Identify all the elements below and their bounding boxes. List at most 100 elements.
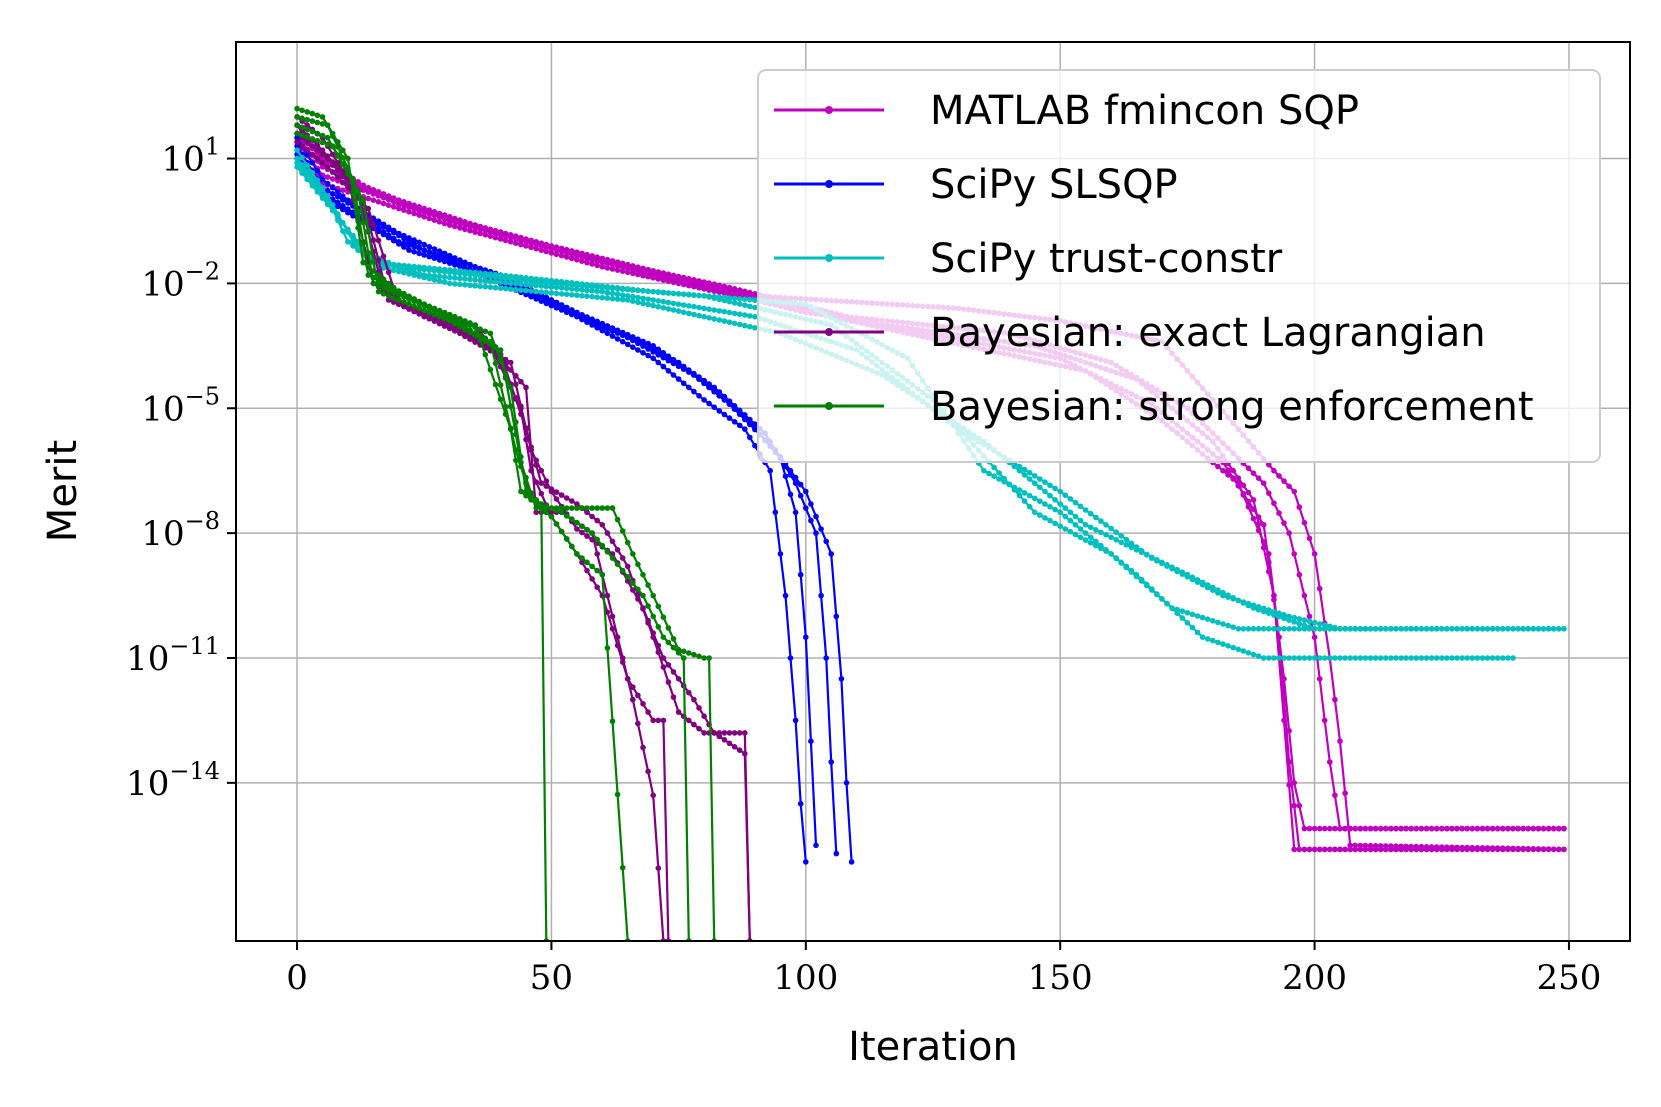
data-point bbox=[467, 282, 473, 289]
data-point bbox=[1103, 532, 1109, 538]
data-point bbox=[1143, 582, 1150, 589]
data-point bbox=[446, 269, 453, 276]
data-point bbox=[655, 269, 662, 275]
data-point bbox=[1418, 846, 1425, 853]
data-point bbox=[1347, 825, 1353, 832]
data-point bbox=[1138, 549, 1145, 556]
data-point bbox=[502, 275, 509, 282]
data-point bbox=[497, 347, 504, 353]
data-point bbox=[436, 278, 443, 284]
data-point bbox=[726, 284, 733, 291]
data-point bbox=[589, 261, 595, 267]
data-point bbox=[624, 574, 631, 580]
data-point bbox=[1266, 610, 1272, 616]
data-point bbox=[1286, 782, 1292, 788]
data-point bbox=[436, 257, 443, 263]
data-point bbox=[548, 284, 555, 290]
data-point bbox=[355, 208, 361, 215]
data-point bbox=[1210, 584, 1216, 591]
data-point bbox=[497, 275, 504, 281]
data-point bbox=[1393, 846, 1399, 853]
data-point bbox=[747, 421, 753, 428]
data-point bbox=[319, 164, 326, 170]
data-point bbox=[1077, 534, 1084, 541]
data-point bbox=[563, 513, 570, 519]
data-point bbox=[396, 241, 402, 247]
data-point bbox=[619, 528, 626, 534]
data-point bbox=[1266, 551, 1272, 557]
data-point bbox=[1255, 607, 1262, 613]
data-point bbox=[1266, 655, 1272, 661]
data-point bbox=[680, 302, 687, 308]
data-point bbox=[507, 359, 514, 366]
data-point bbox=[416, 273, 423, 280]
data-point bbox=[1093, 527, 1099, 533]
data-point bbox=[711, 281, 717, 288]
data-point bbox=[360, 187, 367, 193]
data-point bbox=[523, 384, 529, 391]
data-point bbox=[742, 750, 748, 757]
data-point bbox=[340, 173, 346, 180]
data-point bbox=[1260, 608, 1267, 615]
data-point bbox=[1245, 626, 1252, 632]
data-point bbox=[1296, 626, 1303, 632]
data-point bbox=[1042, 488, 1048, 495]
data-point bbox=[731, 419, 738, 425]
data-point bbox=[686, 282, 692, 289]
data-point bbox=[711, 307, 717, 313]
data-point bbox=[309, 110, 316, 117]
data-point bbox=[747, 313, 753, 319]
data-point bbox=[680, 648, 687, 655]
data-point bbox=[1337, 846, 1343, 853]
data-point bbox=[452, 281, 458, 287]
data-point bbox=[782, 473, 789, 480]
data-point bbox=[1439, 846, 1445, 853]
data-point bbox=[691, 277, 697, 283]
data-point bbox=[507, 384, 514, 391]
data-point bbox=[518, 378, 524, 385]
data-point bbox=[355, 247, 361, 253]
data-point bbox=[477, 272, 484, 279]
data-point bbox=[1128, 544, 1135, 551]
data-point bbox=[294, 143, 300, 149]
data-point bbox=[446, 255, 453, 262]
data-point bbox=[380, 291, 387, 297]
data-point bbox=[457, 263, 463, 270]
data-point bbox=[655, 298, 662, 304]
data-point bbox=[1403, 626, 1409, 632]
data-point bbox=[299, 170, 305, 176]
data-point bbox=[1042, 501, 1048, 507]
data-point bbox=[1123, 536, 1130, 543]
data-point bbox=[1545, 846, 1552, 853]
data-point bbox=[360, 259, 367, 266]
data-point bbox=[1062, 505, 1069, 511]
data-point bbox=[584, 509, 590, 516]
data-point bbox=[340, 187, 346, 193]
data-point bbox=[609, 505, 616, 511]
data-point bbox=[1062, 526, 1069, 532]
data-point bbox=[808, 738, 814, 744]
data-point bbox=[670, 357, 677, 363]
data-point bbox=[472, 283, 478, 289]
data-point bbox=[345, 170, 351, 176]
data-point bbox=[421, 252, 428, 258]
data-point bbox=[457, 323, 463, 330]
data-point bbox=[548, 297, 555, 303]
data-point bbox=[599, 284, 606, 291]
data-point bbox=[492, 344, 499, 350]
data-point bbox=[401, 232, 407, 239]
data-point bbox=[691, 388, 697, 395]
data-point bbox=[569, 292, 575, 298]
data-point bbox=[1026, 503, 1033, 510]
data-point bbox=[742, 730, 748, 736]
data-point bbox=[1500, 825, 1506, 832]
data-point bbox=[1500, 626, 1506, 632]
data-point bbox=[385, 196, 392, 203]
data-point bbox=[706, 315, 712, 321]
data-point bbox=[584, 293, 590, 300]
data-point bbox=[1260, 539, 1267, 545]
data-point bbox=[645, 617, 651, 624]
legend-label: Bayesian: exact Lagrangian bbox=[930, 310, 1486, 356]
data-point bbox=[492, 234, 499, 241]
data-point bbox=[1286, 728, 1292, 734]
